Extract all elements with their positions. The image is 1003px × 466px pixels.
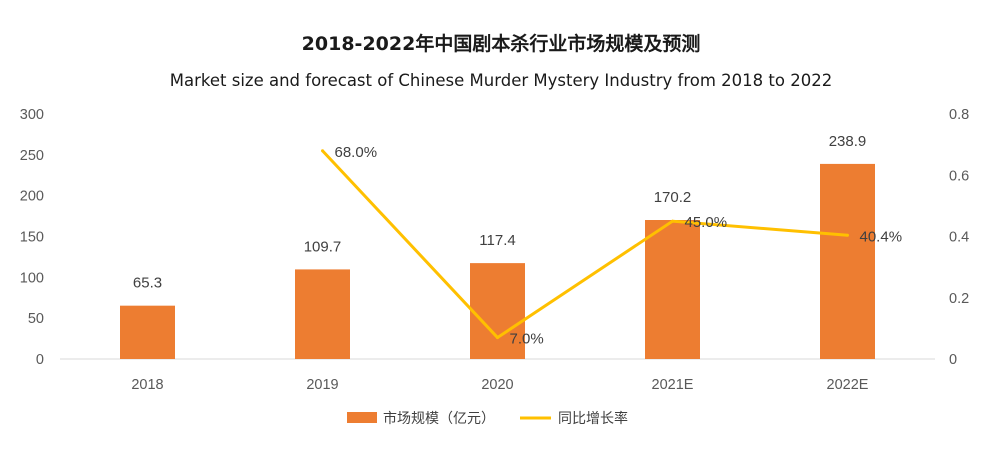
legend-bar-label: 市场规模（亿元）	[383, 410, 495, 427]
bar	[295, 269, 350, 359]
left-axis-tick-label: 300	[20, 107, 44, 123]
x-axis-category-label: 2021E	[652, 377, 694, 393]
left-axis-tick-label: 250	[20, 148, 44, 164]
left-axis-tick-label: 100	[20, 270, 44, 286]
growth-line-series	[321, 149, 849, 340]
left-axis-tick-label: 150	[20, 230, 44, 246]
bar	[645, 220, 700, 359]
bar	[120, 305, 175, 359]
legend-bar-swatch	[347, 412, 377, 423]
growth-data-labels: 68.0% 7.0% 45.0% 40.4%	[335, 144, 903, 348]
right-axis-tick-label: 0.2	[949, 291, 969, 307]
growth-value-label: 68.0%	[335, 144, 378, 161]
bar	[470, 263, 525, 359]
growth-point	[671, 219, 674, 223]
chart-subtitle: Market size and forecast of Chinese Murd…	[170, 71, 832, 90]
growth-value-label: 40.4%	[860, 228, 903, 245]
bar	[820, 163, 875, 359]
right-axis-tick-label: 0.8	[949, 107, 969, 123]
bar-data-labels: 65.3 109.7 117.4 170.2 238.9	[133, 133, 866, 292]
x-axis-category-label: 2018	[131, 377, 163, 393]
x-axis-category-label: 2022E	[827, 377, 869, 393]
bar-value-label: 65.3	[133, 275, 162, 292]
bar-value-label: 109.7	[304, 238, 342, 255]
legend-line-label: 同比增长率	[558, 410, 628, 427]
growth-point	[846, 233, 849, 237]
bar-value-label: 238.9	[829, 133, 867, 150]
growth-line	[321, 149, 848, 340]
x-axis-category-label: 2019	[306, 377, 338, 393]
growth-value-label: 45.0%	[685, 214, 728, 231]
bar-series	[120, 163, 875, 359]
right-axis-tick-label: 0.4	[949, 230, 969, 246]
chart-legend: 市场规模（亿元） 同比增长率	[347, 410, 628, 427]
left-axis-ticks: 0 50 100 150 200 250 300	[20, 107, 44, 368]
left-axis-tick-label: 200	[20, 189, 44, 205]
growth-value-label: 7.0%	[510, 331, 544, 348]
growth-point	[321, 149, 324, 153]
right-axis-tick-label: 0.6	[949, 168, 969, 184]
left-axis-tick-label: 50	[28, 311, 44, 327]
x-axis-category-labels: 2018 2019 2020 2021E 2022E	[131, 377, 868, 393]
growth-point	[496, 336, 499, 340]
bar-value-label: 170.2	[654, 189, 692, 206]
right-axis-tick-label: 0	[949, 352, 957, 368]
chart-title: 2018-2022年中国剧本杀行业市场规模及预测	[302, 32, 701, 55]
left-axis-tick-label: 0	[36, 352, 44, 368]
x-axis-category-label: 2020	[481, 377, 513, 393]
bar-value-label: 117.4	[479, 232, 515, 249]
right-axis-ticks: 0 0.2 0.4 0.6 0.8	[949, 107, 969, 368]
